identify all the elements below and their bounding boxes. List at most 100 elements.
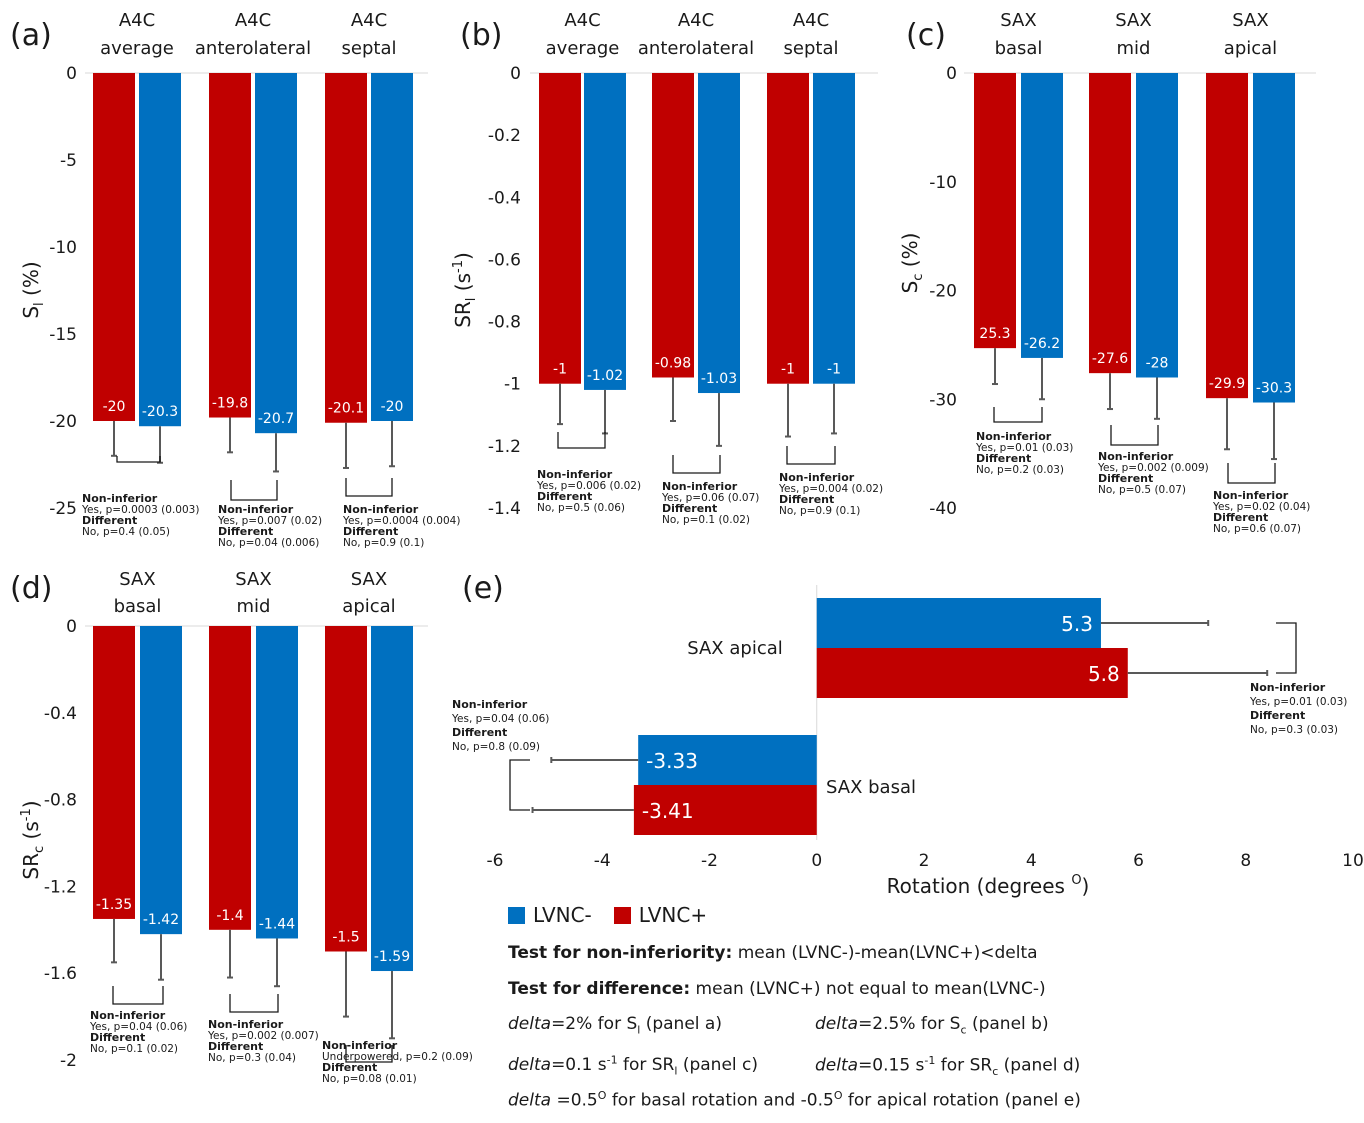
panel-a-bracket xyxy=(345,478,393,497)
panel-c-test-text: Yes, p=0.02 (0.04) xyxy=(1212,501,1310,513)
panel-a-category-label: average xyxy=(100,38,174,59)
panel-e-test-text: Different xyxy=(1250,709,1305,722)
panel-c-bar-minus xyxy=(1253,73,1295,403)
panel-a-test-text: Different xyxy=(82,514,137,527)
panel-a-category-label: anterolateral xyxy=(195,38,311,59)
panel-b-test-text: Yes, p=0.004 (0.02) xyxy=(778,483,883,495)
panel-b-category-label: A4C xyxy=(678,10,714,31)
legend-swatch-lvnc-plus xyxy=(613,906,631,924)
panel-a: (a) 0 -5 -10 -15 -20 -25 Sl (%) A4C average -20 -20… xyxy=(10,10,460,549)
panel-e-xtick: 2 xyxy=(919,851,930,871)
panel-a-test-text: Non-inferior xyxy=(218,503,294,516)
panel-d-ytick: 0 xyxy=(66,617,77,637)
delta-sl-a: =2% for S xyxy=(551,1014,638,1034)
panel-c-test-text: Non-inferior xyxy=(976,430,1052,443)
panel-d-value-label: -1.44 xyxy=(259,916,295,932)
panel-e-category-label: SAX apical xyxy=(687,638,783,659)
panel-e-category-label: SAX basal xyxy=(826,777,916,798)
delta-rot-sup1: O xyxy=(597,1089,607,1102)
delta-srl-sup: -1 xyxy=(606,1053,618,1067)
panel-a-ytick: -10 xyxy=(49,238,77,258)
panel-c-test-text: Different xyxy=(1213,511,1268,524)
panel-e-test-text: Non-inferior xyxy=(1250,681,1326,694)
panel-b-bar-minus xyxy=(813,73,855,384)
panel-b-value-label: -1 xyxy=(553,362,567,378)
panel-b-ylabel: SRl (s-1) xyxy=(451,252,479,328)
panel-b-bracket xyxy=(786,446,836,465)
panel-c-value-label: -28 xyxy=(1146,356,1169,372)
delta-sc-a: =2.5% for S xyxy=(858,1014,961,1034)
panel-c-category-label: SAX xyxy=(1000,10,1036,31)
panel-b-test-text: Different xyxy=(537,490,592,503)
panel-d-bar-plus xyxy=(325,626,367,952)
panel-d: (d) 0 -0.4 -0.8 -1.2 -1.6 -2 SRc (s-1) SAX basal -… xyxy=(10,569,473,1085)
panel-e-xtick: 0 xyxy=(811,851,822,871)
panel-e-xtick: -6 xyxy=(487,851,504,871)
panel-e-xlabel: Rotation (degrees O) xyxy=(887,873,1090,898)
panel-a-test-text: No, p=0.9 (0.1) xyxy=(343,537,424,549)
panel-e-test-text: No, p=0.8 (0.09) xyxy=(452,741,540,753)
panel-d-value-label: -1.5 xyxy=(332,930,359,946)
delta-srl-b: for SR xyxy=(617,1055,675,1076)
panel-d-test-text: No, p=0.1 (0.02) xyxy=(90,1043,178,1055)
panel-c-test-text: Different xyxy=(1098,472,1153,485)
delta-src-b: for SR xyxy=(935,1055,993,1076)
note-delta-strain: delta=2% for Sl (panel a) delta=2.5% for… xyxy=(508,1007,1081,1043)
panel-a-test-text: Different xyxy=(218,525,273,538)
panel-b-test-text: Different xyxy=(662,502,717,515)
panel-e-xtick: -2 xyxy=(701,851,718,871)
panel-e-xtick: -4 xyxy=(594,851,611,871)
panel-c-test-text: Yes, p=0.002 (0.009) xyxy=(1097,462,1209,474)
panel-c-value-label: 25.3 xyxy=(979,326,1010,342)
panel-a-bar-minus xyxy=(139,73,181,427)
panel-c-bar-minus xyxy=(1136,73,1178,378)
panel-e-bar-plus xyxy=(633,785,817,835)
note-diff-text: mean (LVNC+) not equal to mean(LVNC-) xyxy=(690,978,1046,999)
panel-d-value-label: -1.59 xyxy=(374,949,410,965)
panel-b-value-label: -1 xyxy=(781,362,795,378)
panel-e-test-text: No, p=0.3 (0.03) xyxy=(1250,724,1338,736)
panel-a-category-label: A4C xyxy=(351,10,387,31)
panel-c-category-label: mid xyxy=(1117,38,1151,59)
panel-a-test-text: Different xyxy=(343,525,398,538)
panel-a-bar-plus xyxy=(93,73,135,421)
panel-a-category-label: A4C xyxy=(235,10,271,31)
panel-c-ytick: -10 xyxy=(929,173,957,193)
legend-label-lvnc-minus: LVNC- xyxy=(533,903,592,927)
panel-b-bar-plus xyxy=(539,73,581,384)
panel-a-bar-minus xyxy=(371,73,413,421)
panel-d-ylabel: SRc (s-1) xyxy=(19,800,47,879)
panel-b-test-text: Non-inferior xyxy=(662,480,738,493)
panel-c-test-text: Different xyxy=(976,452,1031,465)
panel-e-bar-minus xyxy=(638,735,817,785)
panel-a-value-label: -20.7 xyxy=(258,411,294,427)
panel-b-label: (b) xyxy=(460,18,502,53)
panel-a-ytick: -15 xyxy=(49,325,77,345)
panel-d-test-text: Yes, p=0.002 (0.007) xyxy=(207,1030,319,1042)
delta-sl-b: (panel a) xyxy=(640,1014,722,1034)
panel-a-test-text: Non-inferior xyxy=(343,503,419,516)
panel-b-test-text: No, p=0.1 (0.02) xyxy=(662,514,750,526)
panel-c-bar-plus xyxy=(974,73,1016,349)
panel-c-test-text: No, p=0.2 (0.03) xyxy=(976,464,1064,476)
panel-a-ytick: -25 xyxy=(49,499,77,519)
panel-e-value-label: 5.8 xyxy=(1088,662,1120,686)
panel-a-test-text: No, p=0.04 (0.006) xyxy=(218,537,319,549)
panel-c-bracket xyxy=(1110,425,1159,446)
panel-d-test-text: Non-inferior xyxy=(90,1009,166,1022)
panel-b-bracket xyxy=(672,455,721,474)
panel-e-xtick: 10 xyxy=(1342,851,1364,871)
panel-b-category-label: A4C xyxy=(564,10,600,31)
panel-b-bar-plus xyxy=(767,73,809,384)
panel-c-ytick: 0 xyxy=(946,64,957,84)
panel-e-value-label: 5.3 xyxy=(1061,612,1093,636)
panel-d-bracket xyxy=(345,1045,393,1063)
panel-b: (b) 0 -0.2 -0.4 -0.6 -0.8 -1 -1.2 -1.4 SRl (s-1) A… xyxy=(451,10,883,526)
delta-srl-a: =0.1 s xyxy=(551,1055,607,1076)
panel-e-test-text: Yes, p=0.01 (0.03) xyxy=(1249,696,1347,708)
panel-e-label: (e) xyxy=(462,571,504,606)
delta-srl-c: (panel c) xyxy=(677,1055,759,1076)
panel-a-bar-minus xyxy=(255,73,297,434)
panel-d-category-label: SAX xyxy=(351,569,387,590)
panel-d-test-text: Different xyxy=(322,1061,377,1074)
